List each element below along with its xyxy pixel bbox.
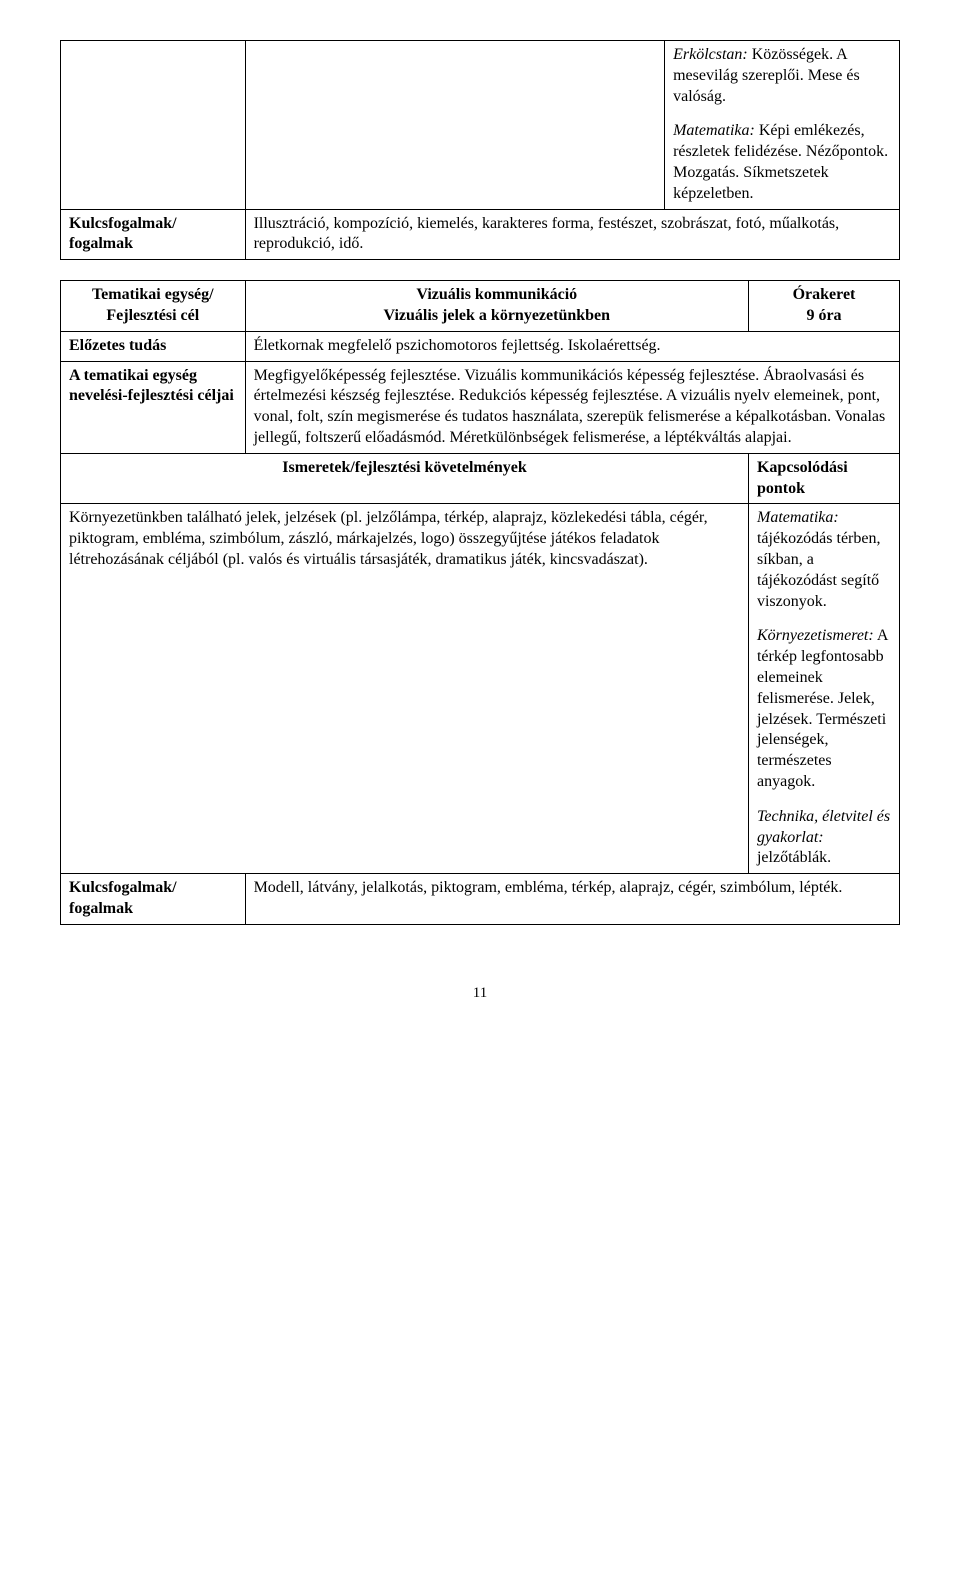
page-number: 11 (60, 985, 900, 1002)
t2-r5-c2: Matematika: tájékozódás térben, síkban, … (748, 504, 899, 874)
t2-r5-c2-p3-r: jelzőtáblák. (757, 849, 831, 866)
t2-r1-c3: Órakeret 9 óra (748, 281, 899, 332)
t2-r1-c2b: Vizuális jelek a környezetünkben (384, 307, 611, 324)
t2-r2-c2: Életkornak megfelelő pszichomotoros fejl… (245, 331, 899, 361)
t2-r3-c1: A tematikai egység nevelési-fejlesztési … (61, 361, 246, 453)
t1-empty-mid (245, 41, 665, 210)
table-2: Tematikai egység/ Fejlesztési cél Vizuál… (60, 280, 900, 925)
t2-r6-c1: Kulcsfogalmak/ fogalmak (61, 874, 246, 925)
t2-r1-c2: Vizuális kommunikáció Vizuális jelek a k… (245, 281, 748, 332)
table-1: Erkölcstan: Közösségek. A mesevilág szer… (60, 40, 900, 260)
t2-r1-c2a: Vizuális kommunikáció (416, 286, 577, 303)
t2-r4-c2: Kapcsolódási pontok (748, 453, 899, 504)
t2-r5-c2-p2-i: Környezetismeret: (757, 627, 874, 644)
t2-r5-c2-p1-i: Matematika: (757, 509, 839, 526)
t1a-p1-italic: Erkölcstan: (673, 46, 748, 63)
t2-r5-c2-p1-r: tájékozódás térben, síkban, a tájékozódá… (757, 530, 881, 609)
t2-r1-c3b: 9 óra (806, 307, 841, 324)
t1-kulcs-label: Kulcsfogalmak/ fogalmak (61, 209, 246, 260)
t2-r3-c2: Megfigyelőképesség fejlesztése. Vizuális… (245, 361, 899, 453)
t2-r1-c3a: Órakeret (793, 286, 856, 303)
t2-r2-c1: Előzetes tudás (61, 331, 246, 361)
t1-cell-a: Erkölcstan: Közösségek. A mesevilág szer… (665, 41, 900, 210)
t2-r4-c1: Ismeretek/fejlesztési követelmények (61, 453, 749, 504)
t2-r1-c1: Tematikai egység/ Fejlesztési cél (61, 281, 246, 332)
t1a-p2-italic: Matematika: (673, 122, 755, 139)
t2-r5-c2-p3-i: Technika, életvitel és gyakorlat: (757, 808, 890, 846)
t1-kulcs-content: Illusztráció, kompozíció, kiemelés, kara… (245, 209, 899, 260)
t2-r5-c1: Környezetünkben található jelek, jelzése… (61, 504, 749, 874)
t1-empty-left (61, 41, 246, 210)
t2-r5-c2-p2-r: A térkép legfontosabb elemeinek felismer… (757, 627, 888, 790)
t2-r6-c2: Modell, látvány, jelalkotás, piktogram, … (245, 874, 899, 925)
